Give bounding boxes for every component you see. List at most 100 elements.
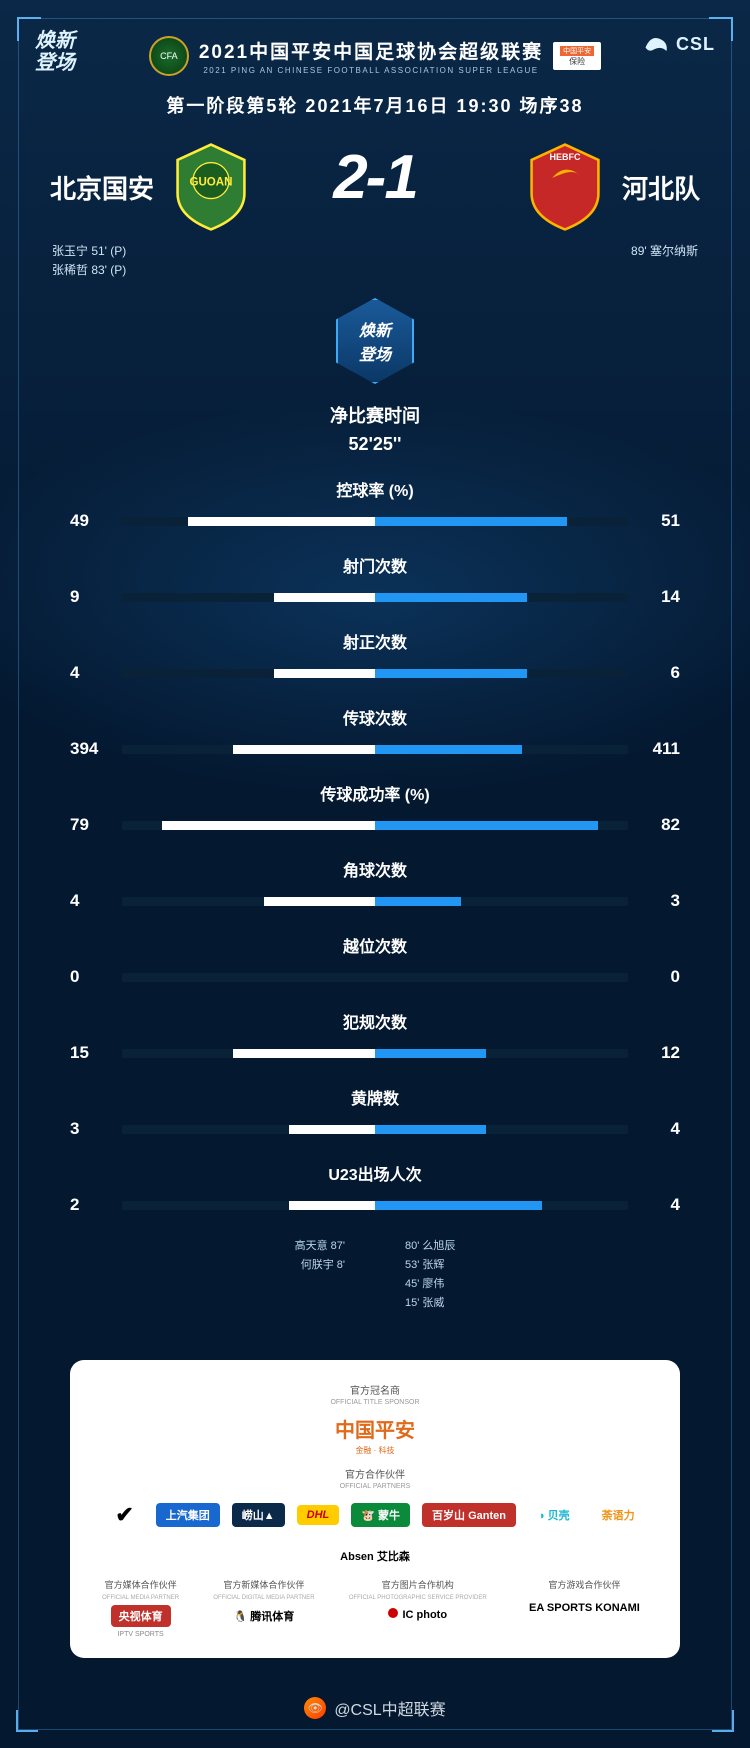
stat-bar <box>122 593 628 602</box>
home-team-name: 北京国安 <box>50 169 154 206</box>
sponsor-col-sub: OFFICIAL MEDIA PARTNER <box>102 1595 179 1601</box>
stat-bar <box>122 669 628 678</box>
u23-entry: 80' 么旭辰 <box>405 1237 455 1253</box>
stat-value-away: 4 <box>640 1119 680 1139</box>
stat-row: 43 <box>70 891 680 911</box>
csl-logo: CSL <box>642 30 715 58</box>
stat-label: 角球次数 <box>70 857 680 881</box>
stat-bar <box>122 1201 628 1210</box>
stat-row: 24 <box>70 1195 680 1215</box>
league-title: 2021中国平安中国足球协会超级联赛 <box>199 37 543 64</box>
stat-block: U23出场人次24 <box>70 1161 680 1215</box>
stat-label: 射门次数 <box>70 553 680 577</box>
partners-sub: OFFICIAL PARTNERS <box>90 1483 660 1490</box>
score-area: 北京国安 GUOAN 2-1 河北队 HEBFC <box>40 142 710 232</box>
stat-bar <box>122 973 628 982</box>
stat-value-away: 4 <box>640 1195 680 1215</box>
stat-value-home: 2 <box>70 1195 110 1215</box>
stat-block: 角球次数 43 <box>70 857 680 911</box>
sponsor-col-sub: OFFICIAL DIGITAL MEDIA PARTNER <box>213 1595 314 1601</box>
stat-value-home: 4 <box>70 663 110 683</box>
stat-row: 46 <box>70 663 680 683</box>
title-sponsor-name: 中国平安 <box>90 1414 660 1443</box>
u23-entry: 15' 张威 <box>405 1294 455 1310</box>
stat-value-home: 0 <box>70 967 110 987</box>
sponsor-logo: 荼语力 <box>592 1503 645 1527</box>
stat-bar <box>122 821 628 830</box>
stat-label: 控球率 (%) <box>70 477 680 501</box>
cfa-badge-icon: CFA <box>149 36 189 76</box>
stat-value-away: 14 <box>640 587 680 607</box>
u23-entry: 何朕宇 8' <box>295 1256 345 1272</box>
home-scorers: 张玉宁 51' (P) 张稀哲 83' (P) <box>52 240 126 280</box>
sponsor-logo: ✔ <box>105 1498 143 1532</box>
brand-top-left: 焕新 登场 <box>35 30 75 74</box>
stat-row: 00 <box>70 967 680 987</box>
stat-bar <box>122 517 628 526</box>
sponsor-logo: ◑ 贝壳 <box>528 1503 580 1527</box>
match-info: 第一阶段第5轮 2021年7月16日 19:30 场序38 <box>40 92 710 118</box>
league-subtitle: 2021 PING AN CHINESE FOOTBALL ASSOCIATIO… <box>199 66 543 75</box>
stat-block: 黄牌数34 <box>70 1085 680 1139</box>
partners-row: ✔上汽集团崂山▲DHL🐮 蒙牛百岁山 Ganten◑ 贝壳荼语力Absen 艾比… <box>90 1498 660 1568</box>
sponsor-logo: 百岁山 Ganten <box>422 1503 516 1527</box>
footer-handle: @CSL中超联赛 <box>334 1696 445 1720</box>
net-time-label: 净比赛时间 <box>40 402 710 428</box>
sponsor-column: 官方游戏合作伙伴EA SPORTS KONAMI <box>521 1578 648 1638</box>
scorer-line: 张稀哲 83' (P) <box>52 261 126 278</box>
sponsor-logo: 上汽集团 <box>156 1503 220 1527</box>
away-crest-icon: HEBFC <box>526 142 604 232</box>
stats-section: 控球率 (%)4951射门次数914射正次数46传球次数394411传球成功率 … <box>40 477 710 1215</box>
sponsor-logo: DHL <box>297 1505 340 1525</box>
stat-value-away: 3 <box>640 891 680 911</box>
stat-value-away: 12 <box>640 1043 680 1063</box>
sponsor-logo: 崂山▲ <box>232 1503 285 1527</box>
home-crest-icon: GUOAN <box>172 142 250 232</box>
scorer-line: 89' 塞尔纳斯 <box>631 242 698 259</box>
stat-value-home: 3 <box>70 1119 110 1139</box>
stat-block: 射门次数 9 14 <box>70 553 680 607</box>
scoreline: 2-1 <box>333 142 417 213</box>
svg-text:GUOAN: GUOAN <box>189 177 232 189</box>
away-scorers: 89' 塞尔纳斯 <box>631 240 698 280</box>
stat-value-home: 15 <box>70 1043 110 1063</box>
stat-row: 394411 <box>70 739 680 759</box>
title-sponsor-tag: 中国平安保险 <box>553 42 601 70</box>
u23-entry: 53' 张辉 <box>405 1256 455 1272</box>
sponsor-col-title: 官方图片合作机构 <box>382 1578 454 1591</box>
title-sponsor-label: 官方冠名商 <box>90 1382 660 1397</box>
stat-label: 传球成功率 (%) <box>70 781 680 805</box>
stat-block: 越位次数 00 <box>70 933 680 987</box>
stat-label: 传球次数 <box>70 705 680 729</box>
sponsor-column: 官方媒体合作伙伴OFFICIAL MEDIA PARTNER央视体育IPTV S… <box>102 1578 179 1638</box>
stat-value-home: 79 <box>70 815 110 835</box>
scorer-line: 张玉宁 51' (P) <box>52 242 126 259</box>
sponsor-col-logo: EA SPORTS KONAMI <box>521 1599 648 1617</box>
stat-value-home: 9 <box>70 587 110 607</box>
u23-home-list: 高天意 87'何朕宇 8' <box>295 1237 345 1310</box>
sponsor-col-title: 官方媒体合作伙伴 <box>105 1578 177 1591</box>
sponsor-logo: 🐮 蒙牛 <box>351 1503 410 1527</box>
stat-label: 越位次数 <box>70 933 680 957</box>
stat-label: 犯规次数 <box>70 1009 680 1033</box>
stat-row: 4951 <box>70 511 680 531</box>
title-sponsor-tag-text: 金融 · 科技 <box>90 1445 660 1456</box>
footer: 👁 @CSL中超联赛 <box>40 1678 710 1748</box>
stat-block: 控球率 (%) 4951 <box>70 477 680 531</box>
stat-value-home: 394 <box>70 739 110 759</box>
partners-label: 官方合作伙伴 <box>90 1466 660 1481</box>
sponsor-column: 官方新媒体合作伙伴OFFICIAL DIGITAL MEDIA PARTNER🐧… <box>213 1578 314 1638</box>
sponsor-col-title: 官方新媒体合作伙伴 <box>223 1578 304 1591</box>
weibo-icon: 👁 <box>304 1697 326 1719</box>
stat-bar <box>122 745 628 754</box>
stat-label: 射正次数 <box>70 629 680 653</box>
stat-value-home: 49 <box>70 511 110 531</box>
stat-bar <box>122 1049 628 1058</box>
stat-row: 34 <box>70 1119 680 1139</box>
stat-value-away: 82 <box>640 815 680 835</box>
sponsor-col-sub: OFFICIAL PHOTOGRAPHIC SERVICE PROVIDER <box>349 1595 487 1601</box>
sponsors-card: 官方冠名商 OFFICIAL TITLE SPONSOR 中国平安 金融 · 科… <box>70 1360 680 1658</box>
stat-bar <box>122 1125 628 1134</box>
stat-value-away: 6 <box>640 663 680 683</box>
sponsor-column: 官方图片合作机构 OFFICIAL PHOTOGRAPHIC SERVICE PR… <box>349 1578 487 1638</box>
